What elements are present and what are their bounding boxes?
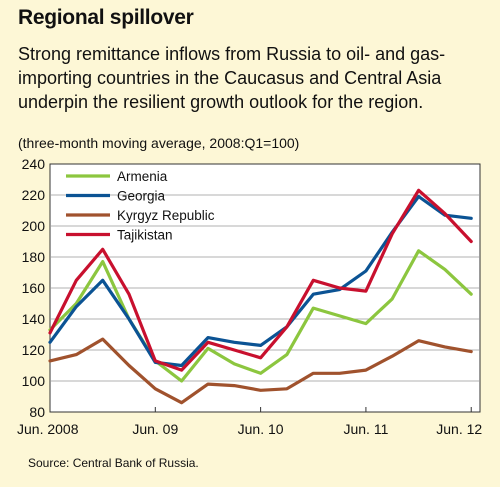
y-tick-label: 80 [29, 404, 45, 420]
legend: Armenia Georgia Kyrgyz Republic Tajikistan [66, 169, 215, 243]
chart-subtitle: Strong remittance inflows from Russia to… [18, 44, 446, 112]
y-tick-label: 160 [22, 280, 46, 296]
x-tick-label: Jun. 12 [436, 421, 482, 437]
chart-title: Regional spillover [18, 6, 194, 29]
axis-layer: 80 100 120 140 160 180 200 220 240 Jun. 2008 Jun. … [17, 156, 482, 437]
grid-layer [50, 194, 480, 382]
y-tick-label: 120 [22, 342, 46, 358]
y-tick-label: 140 [22, 311, 46, 327]
x-tick-label: Jun. 11 [343, 421, 388, 437]
y-tick-label: 180 [22, 249, 46, 265]
legend-label: Armenia [117, 169, 168, 184]
y-tick-label: 240 [22, 156, 46, 172]
series-layer [48, 188, 473, 405]
legend-label: Tajikistan [117, 228, 173, 243]
series-line-armenia [48, 249, 473, 383]
chart-source: Source: Central Bank of Russia. [28, 456, 199, 470]
legend-label: Georgia [117, 189, 166, 204]
series-line-kyrgyz-republic [48, 337, 473, 405]
legend-label: Kyrgyz Republic [117, 208, 215, 223]
y-tick-label: 220 [22, 187, 46, 203]
x-tick-label: Jun. 10 [238, 421, 284, 437]
chart-note: (three-month moving average, 2008:Q1=100… [18, 135, 300, 151]
x-tick-label: Jun. 2008 [17, 421, 79, 437]
series-line-tajikistan [48, 188, 473, 372]
x-tick-label: Jun. 09 [132, 421, 178, 437]
y-tick-label: 100 [22, 373, 46, 389]
y-tick-label: 200 [22, 218, 46, 234]
